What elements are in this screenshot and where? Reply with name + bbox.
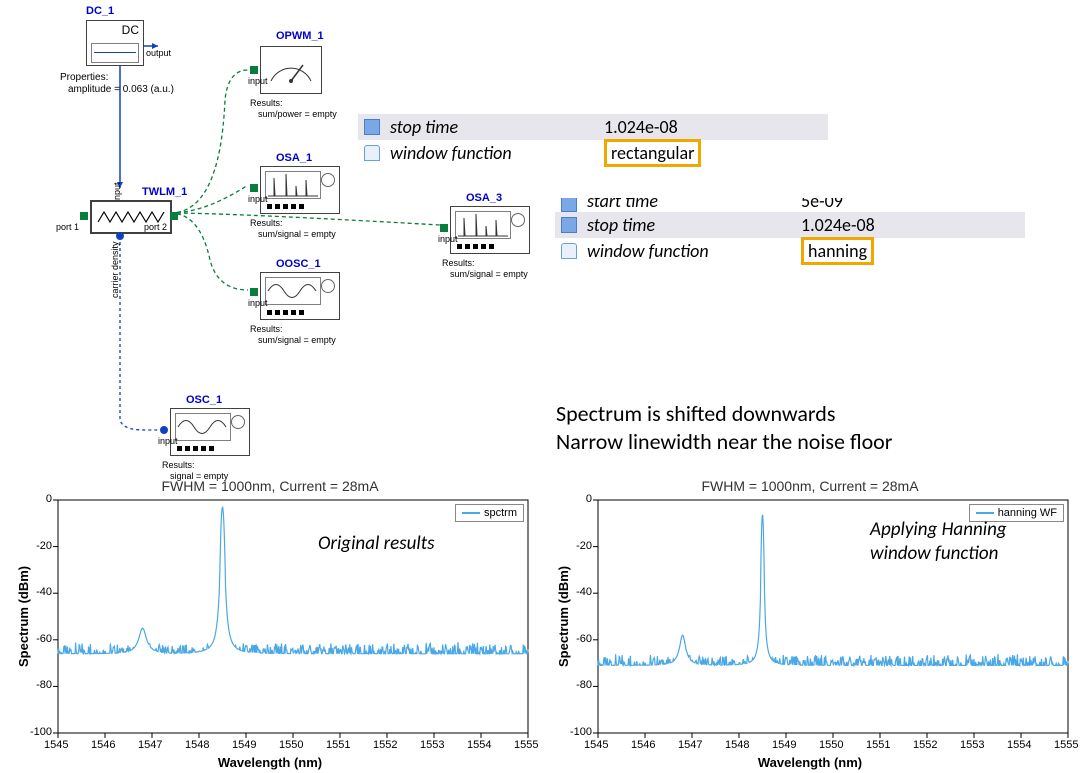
y-axis-label: Spectrum (dBm) (556, 565, 571, 666)
property-row[interactable]: start time5e-09 (555, 198, 1025, 212)
osa3-block[interactable] (450, 206, 530, 254)
property-row[interactable]: window functionhanning (555, 238, 1025, 264)
property-icon-square (362, 119, 382, 135)
property-value[interactable]: rectangular (600, 139, 784, 167)
property-row[interactable]: stop time1.024e-08 (555, 212, 1025, 238)
prop-table-rectangular: stop time1.024e-08window functionrectang… (358, 114, 828, 166)
x-axis-label: Wavelength (nm) (540, 755, 1080, 770)
property-name: stop time (386, 116, 600, 138)
opwm-label: OPWM_1 (276, 30, 324, 42)
osc-label: OSC_1 (186, 394, 222, 406)
prop-table-hanning: start time5e-09stop time1.024e-08window … (555, 198, 1025, 264)
property-name: window function (386, 142, 600, 164)
annotation-main: Spectrum is shifted downwards Narrow lin… (556, 400, 892, 455)
oosc-input-port[interactable] (250, 288, 258, 296)
annotation-left-inset: Original results (318, 532, 435, 556)
oosc-label: OOSC_1 (276, 258, 321, 270)
chart-legend: spctrm (455, 504, 524, 522)
dc-block[interactable]: DC (86, 20, 144, 66)
osa1-input-port[interactable] (250, 184, 258, 192)
property-icon-square (559, 217, 579, 233)
property-name: stop time (583, 214, 797, 236)
twlm-label: TWLM_1 (142, 186, 187, 198)
schematic-canvas: DC_1 DC output Properties: amplitude = 0… (50, 0, 570, 480)
osa1-block[interactable] (260, 166, 340, 214)
property-value[interactable]: 1.024e-08 (600, 116, 784, 138)
property-value[interactable]: 5e-09 (797, 198, 981, 212)
oosc-block[interactable] (260, 272, 340, 320)
osa3-input-port[interactable] (440, 224, 448, 232)
twlm-port1[interactable] (80, 212, 88, 220)
annotation-right-inset: Applying Hanning window function (870, 518, 1007, 566)
twlm-port2[interactable] (170, 212, 178, 220)
property-value[interactable]: 1.024e-08 (797, 214, 981, 236)
property-icon-dropdown (362, 145, 382, 161)
property-row[interactable]: stop time1.024e-08 (358, 114, 828, 140)
chart-left: FWHM = 1000nm, Current = 28mA15451546154… (0, 478, 540, 773)
opwm-input-port[interactable] (250, 66, 258, 74)
dc-label: DC_1 (86, 5, 114, 17)
property-name: window function (583, 240, 797, 262)
property-icon-square (559, 198, 579, 212)
chart-plot-area (0, 478, 540, 773)
osc-input-port[interactable] (160, 426, 168, 434)
osa1-label: OSA_1 (276, 152, 312, 164)
x-axis-label: Wavelength (nm) (0, 755, 540, 770)
osc-block[interactable] (170, 408, 250, 456)
property-row[interactable]: window functionrectangular (358, 140, 828, 166)
opwm-block[interactable] (260, 46, 322, 94)
property-icon-dropdown (559, 243, 579, 259)
twlm-cd-port[interactable] (116, 232, 124, 240)
osa3-label: OSA_3 (466, 192, 502, 204)
y-axis-label: Spectrum (dBm) (16, 565, 31, 666)
property-value[interactable]: hanning (797, 237, 981, 265)
property-name: start time (583, 198, 797, 212)
